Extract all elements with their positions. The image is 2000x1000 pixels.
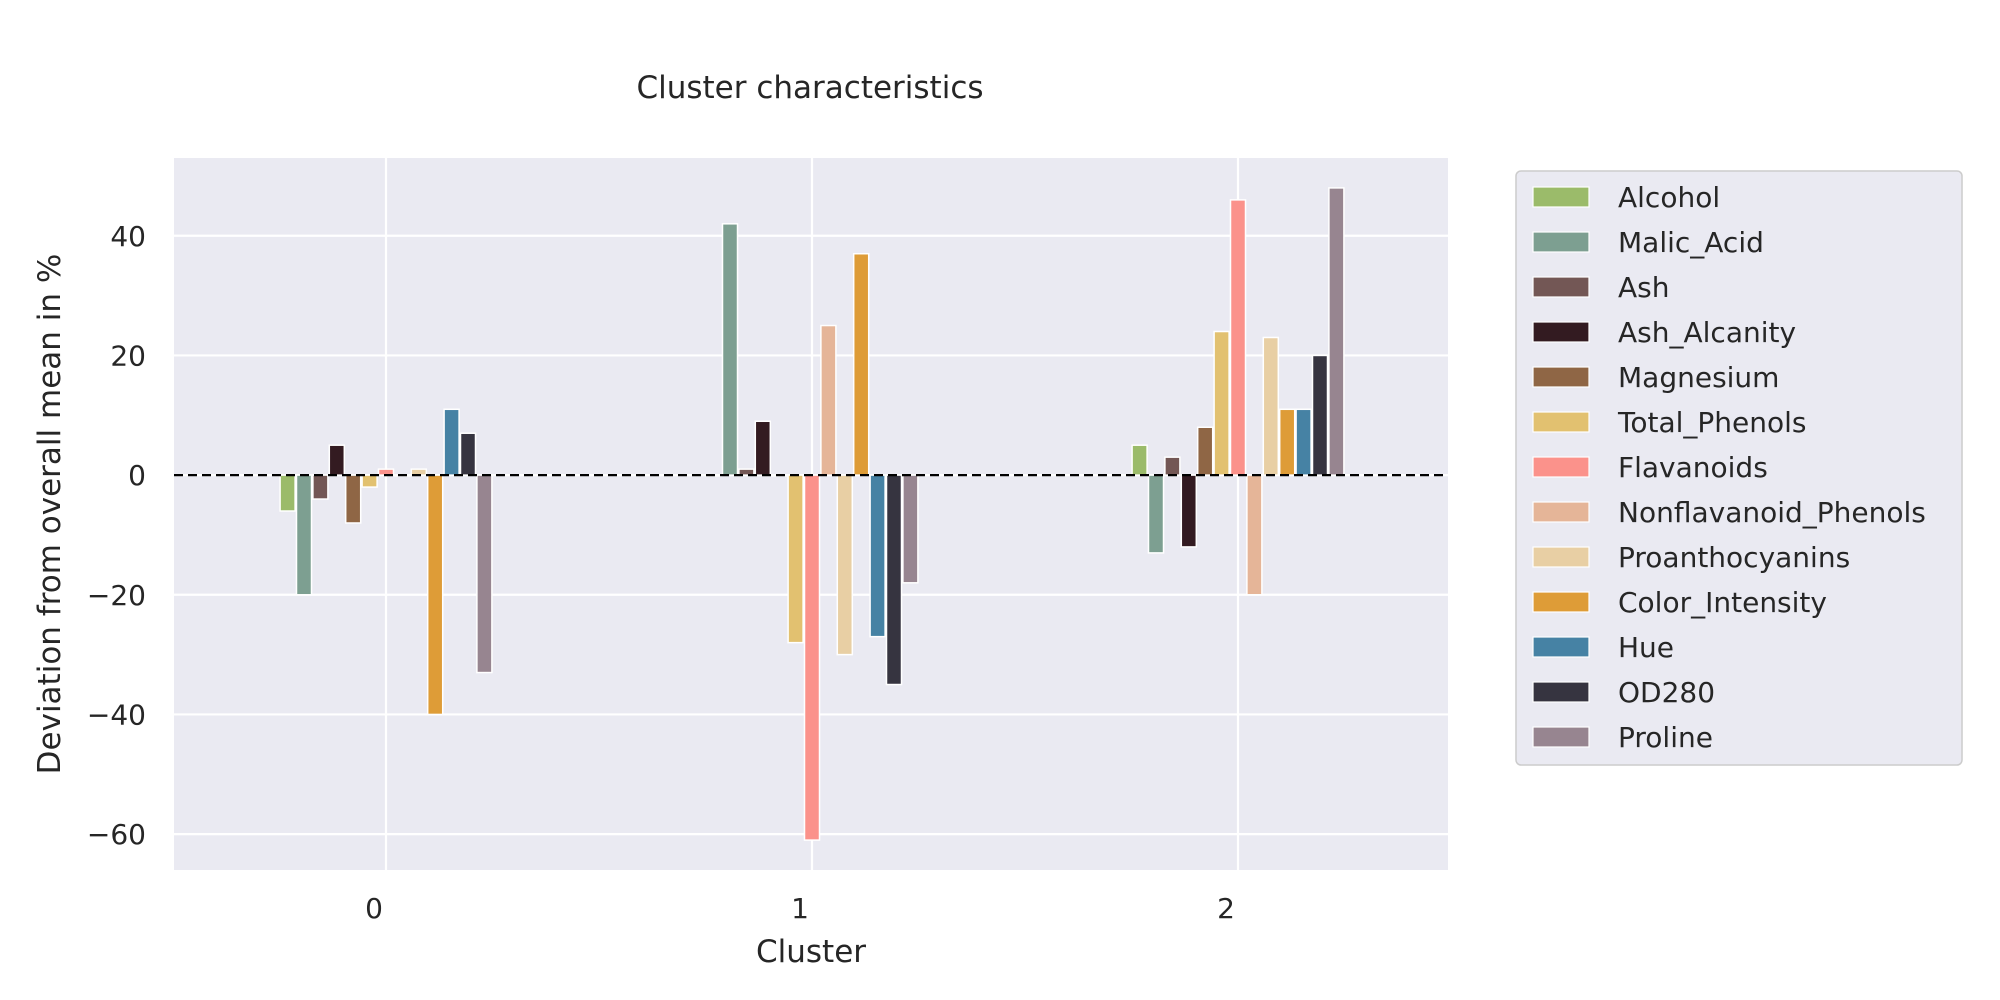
- y-axis-label: Deviation from overall mean in %: [32, 254, 68, 775]
- legend-label: Malic_Acid: [1618, 226, 1764, 259]
- legend-swatch: [1532, 591, 1590, 613]
- bar-hue-cluster-2: [1295, 408, 1312, 476]
- y-tick-labels: 40 20 0 −20 −40 −60: [87, 220, 146, 851]
- bar-color-intensity-cluster-0: [426, 474, 444, 716]
- legend-label: Hue: [1618, 631, 1674, 664]
- bar-magnesium-cluster-0: [344, 474, 362, 524]
- legend-swatch: [1532, 321, 1590, 343]
- bar-color-intensity-cluster-2: [1278, 408, 1296, 476]
- bar-total-phenols-cluster-2: [1213, 330, 1230, 476]
- bar-ash-cluster-2: [1164, 456, 1181, 476]
- bar-od280-cluster-2: [1311, 354, 1329, 476]
- bar-proline-cluster-0: [476, 474, 493, 674]
- legend-frame: [1515, 170, 1963, 766]
- legend-swatch: [1532, 726, 1590, 748]
- x-tick-label: 1: [791, 892, 809, 925]
- legend-label: Ash_Alcanity: [1618, 316, 1796, 349]
- bar-ash-alcanity-cluster-2: [1180, 474, 1198, 548]
- y-tick-label: 0: [128, 459, 146, 492]
- bar-nonflavanoid-phenols-cluster-2: [1246, 474, 1263, 596]
- x-axis-label: Cluster: [756, 934, 866, 970]
- bar-color-intensity-cluster-1: [852, 252, 870, 476]
- legend-items: Alcohol Malic_Acid Ash Ash_Alcanity Magnesiu…: [1532, 181, 1926, 754]
- bar-flavanoids-cluster-1: [803, 474, 821, 841]
- chart-title: Cluster characteristics: [636, 70, 983, 106]
- bar-ash-cluster-1: [738, 468, 755, 476]
- bar-od280-cluster-0: [459, 432, 477, 476]
- y-tick-label: −40: [87, 698, 146, 731]
- legend-swatch: [1532, 501, 1590, 523]
- legend-swatch: [1532, 681, 1590, 703]
- legend-swatch: [1532, 636, 1590, 658]
- bar-ash-alcanity-cluster-0: [328, 444, 346, 476]
- bar-malic-acid-cluster-0: [295, 474, 313, 596]
- legend: Alcohol Malic_Acid Ash Ash_Alcanity Magnesiu…: [1515, 170, 1963, 766]
- bar-od280-cluster-1: [885, 474, 903, 686]
- bar-hue-cluster-1: [869, 474, 886, 638]
- legend-swatch: [1532, 186, 1590, 208]
- legend-swatch: [1532, 276, 1590, 298]
- legend-label: Alcohol: [1618, 181, 1720, 214]
- legend-label: Nonflavanoid_Phenols: [1618, 496, 1926, 529]
- bar-nonflavanoid-phenols-cluster-1: [820, 324, 837, 476]
- bar-malic-acid-cluster-1: [721, 223, 739, 476]
- y-tick-label: 20: [110, 339, 146, 372]
- x-tick-labels: 0 1 2: [365, 892, 1235, 925]
- legend-swatch: [1532, 231, 1590, 253]
- y-tick-label: 40: [110, 220, 146, 253]
- legend-label: Total_Phenols: [1617, 406, 1807, 439]
- bar-alcohol-cluster-0: [279, 474, 296, 512]
- x-tick-label: 2: [1217, 892, 1235, 925]
- bar-ash-alcanity-cluster-1: [754, 420, 772, 476]
- legend-label: Magnesium: [1618, 361, 1779, 394]
- bar-proanthocyanins-cluster-2: [1262, 336, 1280, 476]
- x-tick-label: 0: [365, 892, 383, 925]
- bar-proline-cluster-1: [902, 474, 919, 584]
- legend-swatch: [1532, 456, 1590, 478]
- bar-total-phenols-cluster-1: [787, 474, 804, 644]
- legend-swatch: [1532, 366, 1590, 388]
- legend-label: Proanthocyanins: [1618, 541, 1850, 574]
- bar-proanthocyanins-cluster-1: [836, 474, 854, 656]
- bar-ash-cluster-0: [312, 474, 329, 500]
- y-tick-label: −60: [87, 818, 146, 851]
- legend-swatch: [1532, 546, 1590, 568]
- legend-label: Color_Intensity: [1618, 586, 1827, 619]
- y-tick-label: −20: [87, 579, 146, 612]
- bar-magnesium-cluster-2: [1196, 426, 1214, 476]
- legend-swatch: [1532, 411, 1590, 433]
- legend-label: Flavanoids: [1618, 451, 1768, 484]
- bar-flavanoids-cluster-2: [1229, 199, 1247, 476]
- legend-label: Ash: [1618, 271, 1670, 304]
- legend-label: Proline: [1618, 721, 1713, 754]
- legend-label: OD280: [1618, 676, 1715, 709]
- bar-total-phenols-cluster-0: [361, 474, 378, 488]
- bar-alcohol-cluster-2: [1131, 444, 1148, 476]
- bar-proline-cluster-2: [1328, 187, 1345, 476]
- bar-hue-cluster-0: [443, 408, 460, 476]
- bar-malic-acid-cluster-2: [1147, 474, 1165, 554]
